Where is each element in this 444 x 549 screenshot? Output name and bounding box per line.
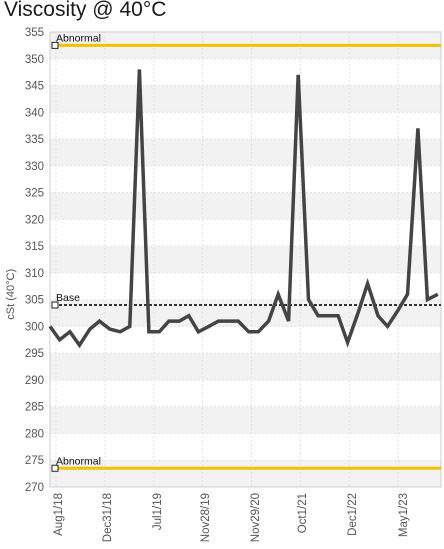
y-tick-label: 290 [25, 375, 44, 387]
plot-band [50, 353, 441, 380]
reference-lines: Abnormal Base Abnormal [51, 32, 441, 472]
y-tick-label: 340 [25, 107, 44, 119]
y-tick-label: 325 [25, 188, 44, 200]
y-tick-label: 270 [25, 482, 44, 494]
y-tick-label: 295 [25, 348, 44, 360]
y-tick-label: 275 [25, 455, 44, 467]
chart-title: Viscosity @ 40°C [4, 0, 167, 21]
y-tick-label: 330 [25, 161, 44, 173]
x-tick-label: Jul1/19 [152, 493, 164, 530]
plot-band [50, 272, 441, 300]
reference-marker [51, 464, 59, 472]
y-tick-label: 350 [25, 54, 44, 66]
y-tick-label: 285 [25, 402, 44, 414]
reference-label: Base [56, 292, 80, 304]
y-tick-label: 305 [25, 295, 44, 307]
plot-band [50, 112, 441, 140]
y-tick-label: 315 [25, 241, 44, 253]
y-tick-label: 355 [25, 27, 44, 39]
y-tick-label: 335 [25, 134, 44, 146]
x-tick-label: Dec1/22 [347, 493, 359, 536]
y-tick-label: 320 [25, 214, 44, 226]
plot-band [50, 379, 441, 407]
plot-band [50, 406, 441, 434]
plot-band [50, 460, 441, 487]
reference-label: Abnormal [56, 455, 101, 467]
y-axis-ticks: 355 350 345 340 335 330 325 320 315 310 305 300 295 2… [25, 27, 44, 494]
plot-band [50, 219, 441, 247]
plot-band [50, 433, 441, 461]
y-tick-label: 300 [25, 321, 44, 333]
x-tick-label: Oct1/21 [297, 493, 309, 533]
plot-band [50, 85, 441, 113]
x-axis-ticks: Aug1/18 Dec31/18 Jul1/19 Nov28/19 Nov29/20 Oc… [53, 493, 410, 542]
plot-band [50, 139, 441, 166]
series-lines [48, 69, 439, 349]
x-tick-label: Nov28/19 [200, 493, 212, 542]
x-tick-label: Nov29/20 [250, 493, 262, 542]
plot-background [50, 32, 441, 487]
reference-marker [51, 301, 59, 309]
y-tick-label: 310 [25, 268, 44, 280]
reference-marker [51, 41, 59, 49]
plot-band [50, 192, 441, 220]
plot-band [50, 58, 441, 86]
y-axis-label: cSt (40°C) [5, 269, 17, 320]
series-line [48, 69, 439, 349]
plot-border [49, 31, 442, 488]
reference-label: Abnormal [56, 32, 101, 44]
x-tick-label: Aug1/18 [53, 493, 65, 536]
y-tick-label: 280 [25, 428, 44, 440]
x-tick-label: Dec31/18 [102, 493, 114, 542]
x-tick-label: May1/23 [398, 493, 410, 537]
y-tick-label: 345 [25, 81, 44, 93]
plot-band [50, 165, 441, 193]
plot-band [50, 246, 441, 273]
